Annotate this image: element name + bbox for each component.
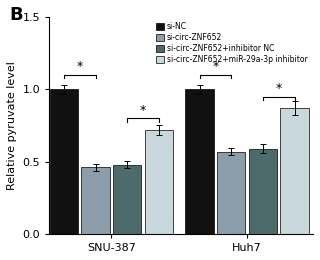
Text: *: * xyxy=(76,60,83,73)
Bar xyxy=(81,167,110,234)
Text: *: * xyxy=(140,104,146,117)
Bar xyxy=(280,108,309,234)
Y-axis label: Relative pyruvate level: Relative pyruvate level xyxy=(7,61,17,190)
Bar xyxy=(50,89,78,234)
Legend: si-NC, si-circ-ZNF652, si-circ-ZNF652+inhibitor NC, si-circ-ZNF652+miR-29a-3p in: si-NC, si-circ-ZNF652, si-circ-ZNF652+in… xyxy=(155,21,309,66)
Bar xyxy=(217,152,245,234)
Bar xyxy=(249,149,277,234)
Bar xyxy=(113,165,141,234)
Bar xyxy=(185,89,214,234)
Bar xyxy=(145,130,173,234)
Text: B: B xyxy=(10,6,23,24)
Text: *: * xyxy=(212,60,219,73)
Text: *: * xyxy=(276,82,282,95)
